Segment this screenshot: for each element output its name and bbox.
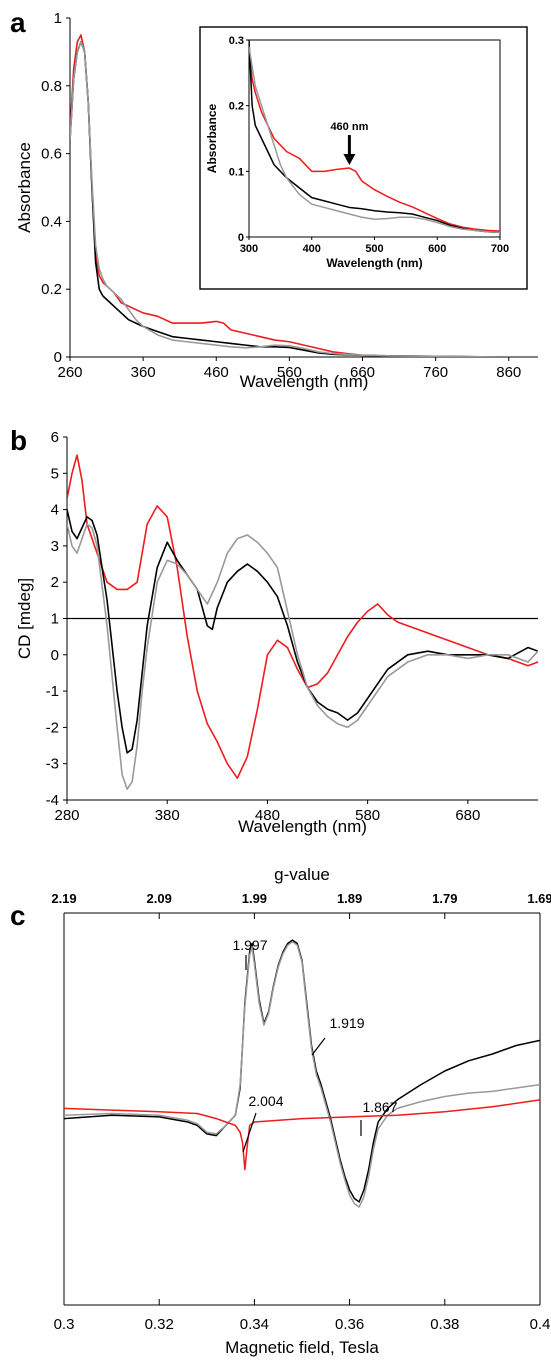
top-axis-title-c: g-value [274, 865, 330, 884]
y-tick-label-b: 0 [51, 647, 59, 664]
panel-label-a: a [10, 7, 26, 38]
annotation-c: 1.919 [329, 1015, 364, 1031]
x-tick-label-b: 380 [155, 807, 180, 824]
x-tick-label-c: 0.38 [430, 1316, 459, 1333]
x-tick-label-c: 0.36 [335, 1316, 364, 1333]
x-tick-label-c: 0.4 [530, 1316, 551, 1333]
y-tick-label-b: -3 [46, 756, 59, 773]
inset-x-axis-title: Wavelength (nm) [326, 256, 422, 270]
top-tick-label-c: 2.09 [147, 891, 172, 906]
series-a-line-gray [70, 40, 538, 357]
series-c-line-gray [64, 941, 540, 1208]
series-c-line-black [64, 939, 540, 1203]
inset-x-tick-label: 300 [240, 243, 258, 255]
y-tick-label-b: 2 [51, 574, 59, 591]
x-axis-title-b: Wavelength (nm) [238, 817, 367, 836]
top-tick-label-c: 1.89 [337, 891, 362, 906]
panel-a: a 0 0.2 0.4 0.6 0.8 1 260 360 460 560 660 760 860 Wave… [10, 7, 538, 391]
top-tick-label-c: 1.69 [527, 891, 551, 906]
y-axis-title-b: CD [mdeg] [15, 578, 34, 659]
x-tick-label-c: 0.32 [145, 1316, 174, 1333]
annotation-arrow-head [343, 154, 356, 166]
inset-series-line-black [249, 40, 500, 234]
inset-x-tick-label: 700 [491, 243, 509, 255]
inset-x-tick-label: 400 [303, 243, 321, 255]
x-tick-label-c: 0.34 [240, 1316, 269, 1333]
top-tick-label-c: 1.99 [242, 891, 267, 906]
x-tick-label-a: 760 [423, 364, 448, 381]
inset-y-axis-title: Absorbance [205, 104, 219, 174]
series-b-line-black [67, 509, 538, 754]
panel-c: c g-value 2.19 2.09 1.99 1.89 1.79 1.69 0.3 0.32 0… [10, 865, 551, 1357]
series-a-series [70, 34, 538, 357]
panel-label-b: b [10, 425, 27, 456]
x-axis-title-c: Magnetic field, Tesla [225, 1338, 379, 1357]
y-axis-title-a: Absorbance [15, 142, 34, 233]
x-tick-label-b: 680 [455, 807, 480, 824]
y-tick-label-a: 0.6 [41, 146, 62, 163]
annotation-c: 1.997 [232, 937, 267, 953]
y-tick-label-b: 6 [51, 429, 59, 446]
panel-label-c: c [10, 900, 26, 931]
x-tick-label-b: 480 [255, 807, 280, 824]
panel-b: b -4 -3 -2 -1 0 1 2 3 4 5 6 280 380 480 580 680 Wavelengt… [10, 425, 538, 836]
y-tick-label-b: 4 [51, 502, 59, 519]
inset-x-tick-label: 500 [365, 243, 383, 255]
x-tick-label-a: 260 [57, 364, 82, 381]
x-tick-label-a: 660 [350, 364, 375, 381]
y-tick-label-a: 1 [54, 10, 62, 27]
x-tick-label-c: 0.3 [54, 1316, 75, 1333]
inset-y-tick-label: 0.3 [229, 35, 244, 47]
x-tick-label-a: 860 [496, 364, 521, 381]
annotation-c: 2.004 [248, 1093, 283, 1109]
x-tick-label-b: 280 [54, 807, 79, 824]
inset-series-line-gray [249, 46, 500, 234]
x-tick-label-a: 460 [204, 364, 229, 381]
inset-frame [199, 26, 528, 290]
y-tick-label-a: 0.4 [41, 213, 62, 230]
annotation-c: 1.867 [362, 1099, 397, 1115]
inset-y-tick-label: 0.1 [229, 166, 244, 178]
y-tick-label-a: 0.8 [41, 78, 62, 95]
annotation-460nm: 460 nm [330, 121, 368, 133]
x-axis-title-a: Wavelength (nm) [240, 372, 369, 391]
y-tick-label-b: -2 [46, 719, 59, 736]
series-c-series [64, 939, 540, 1208]
annotation-leader-c [311, 1037, 326, 1056]
top-tick-label-c: 2.19 [51, 891, 76, 906]
series-b-line-red [67, 454, 538, 780]
y-tick-label-b: -4 [46, 792, 59, 809]
y-tick-label-a: 0.2 [41, 281, 62, 298]
series-b-series [67, 454, 538, 790]
inset-series-series [249, 40, 500, 234]
inset-a: 0 0.1 0.2 0.3 300 400 500 600 700 Wavelength (nm)… [199, 26, 528, 290]
annotation-leader-c [242, 1112, 257, 1153]
inset-y-tick-label: 0 [238, 232, 244, 244]
x-tick-label-b: 580 [355, 807, 380, 824]
y-tick-label-b: -1 [46, 683, 59, 700]
inset-x-tick-label: 600 [428, 243, 446, 255]
top-tick-label-c: 1.79 [432, 891, 457, 906]
y-tick-label-a: 0 [54, 349, 62, 366]
y-tick-label-b: 5 [51, 465, 59, 482]
y-tick-label-b: 3 [51, 538, 59, 555]
y-tick-label-b: 1 [51, 611, 59, 628]
x-tick-label-a: 560 [277, 364, 302, 381]
x-tick-label-a: 360 [131, 364, 156, 381]
series-b-line-gray [67, 523, 538, 790]
inset-y-tick-label: 0.2 [229, 101, 244, 113]
series-c-line-red [64, 1099, 540, 1171]
